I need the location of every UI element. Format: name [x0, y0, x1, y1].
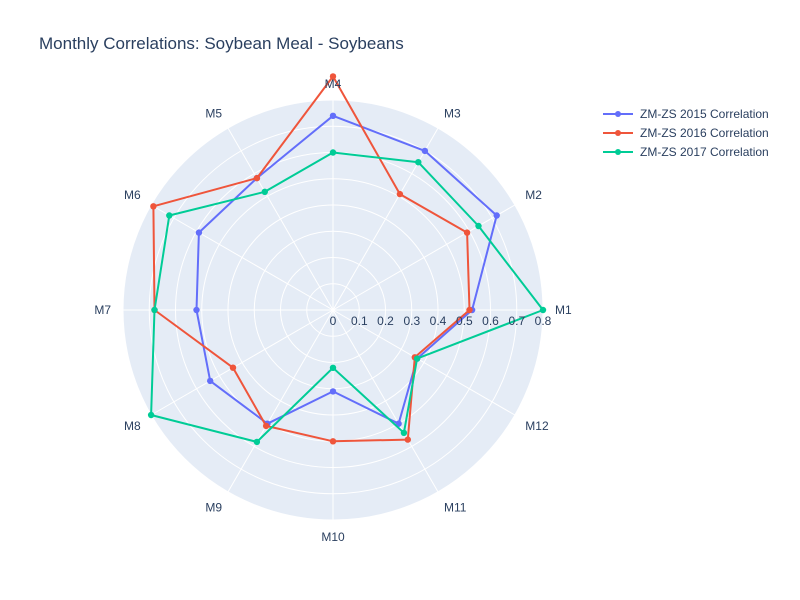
data-point[interactable]	[329, 388, 337, 395]
radial-tick-label: 0.5	[456, 314, 473, 328]
angular-tick-label: M10	[321, 530, 345, 544]
legend-label-2017: ZM-ZS 2017 Correlation	[640, 144, 769, 159]
legend-marker-2017	[615, 148, 621, 155]
data-point[interactable]	[147, 411, 155, 419]
data-point[interactable]	[404, 436, 411, 443]
angular-tick-label: M1	[555, 303, 572, 317]
angular-tick-label: M4	[325, 77, 342, 91]
angular-tick-label: M9	[205, 500, 222, 514]
polar-grid	[122, 99, 544, 521]
data-point[interactable]	[475, 222, 482, 230]
legend-marker-2015	[615, 110, 621, 117]
data-point[interactable]	[150, 203, 157, 210]
data-point[interactable]	[463, 229, 471, 236]
data-point[interactable]	[229, 364, 237, 371]
legend-swatch-2016	[600, 127, 636, 139]
data-point[interactable]	[415, 159, 422, 166]
angular-tick-label: M2	[525, 188, 542, 202]
angular-tick-label: M12	[525, 419, 549, 433]
angular-tick-label: M7	[94, 303, 111, 317]
angular-tick-label: M8	[124, 419, 141, 433]
chart-title: Monthly Correlations: Soybean Meal - Soy…	[39, 34, 404, 53]
radial-tick-label: 0.2	[377, 314, 394, 328]
data-point[interactable]	[261, 188, 268, 195]
data-point[interactable]	[151, 306, 158, 314]
legend-label-2015: ZM-ZS 2015 Correlation	[640, 106, 769, 121]
data-point[interactable]	[400, 429, 408, 436]
angular-gridline	[227, 127, 334, 311]
data-point[interactable]	[493, 212, 500, 219]
data-point[interactable]	[207, 377, 214, 385]
angular-tick-label: M3	[444, 107, 461, 121]
angular-tick-label: M5	[205, 107, 222, 121]
radial-tick-label: 0.3	[403, 314, 420, 328]
angular-gridline	[332, 204, 516, 311]
legend-swatch-2017	[600, 146, 636, 158]
radial-tick-label: 0.6	[482, 314, 499, 328]
data-point[interactable]	[396, 190, 404, 198]
angular-gridline	[150, 309, 334, 416]
angular-gridline	[332, 127, 439, 311]
data-point[interactable]	[329, 73, 337, 80]
data-point[interactable]	[413, 355, 421, 362]
series-layer	[147, 73, 547, 446]
data-point[interactable]	[253, 438, 261, 446]
radial-tick-label: 0.7	[508, 314, 525, 328]
legend-item-2015[interactable]: ZM-ZS 2015 Correlation	[600, 104, 769, 123]
data-point[interactable]	[466, 306, 473, 314]
legend: ZM-ZS 2015 Correlation ZM-ZS 2016 Correl…	[600, 104, 769, 161]
angular-gridline	[332, 309, 516, 416]
legend-label-2016: ZM-ZS 2016 Correlation	[640, 125, 769, 140]
data-point[interactable]	[329, 438, 337, 445]
data-point[interactable]	[539, 306, 547, 314]
radial-tick-label: 0.1	[351, 314, 368, 328]
axis-labels: 0 0.1 0.2 0.3 0.4 0.5 0.6 0.7 0.8M1 M2 M3 M4 M5 M6 M7 M…	[94, 77, 572, 544]
data-point[interactable]	[166, 212, 173, 219]
radial-tick-label: 0.4	[430, 314, 447, 328]
data-point[interactable]	[421, 147, 429, 155]
angular-tick-label: M6	[124, 188, 141, 202]
radial-tick-label: 0.8	[535, 314, 552, 328]
data-point[interactable]	[195, 229, 203, 236]
angular-tick-label: M11	[444, 500, 467, 514]
data-point[interactable]	[262, 422, 270, 430]
angular-gridline	[332, 309, 439, 493]
data-point[interactable]	[193, 306, 200, 314]
data-point[interactable]	[329, 364, 337, 371]
legend-swatch-2015	[600, 108, 636, 120]
angular-gridline	[150, 204, 334, 311]
angular-gridline	[227, 309, 334, 493]
data-point[interactable]	[329, 112, 337, 120]
legend-item-2016[interactable]: ZM-ZS 2016 Correlation	[600, 123, 769, 142]
radial-tick-label: 0	[330, 314, 337, 328]
legend-item-2017[interactable]: ZM-ZS 2017 Correlation	[600, 142, 769, 161]
data-point[interactable]	[329, 149, 337, 156]
legend-marker-2016	[615, 129, 621, 136]
data-point[interactable]	[253, 174, 261, 182]
